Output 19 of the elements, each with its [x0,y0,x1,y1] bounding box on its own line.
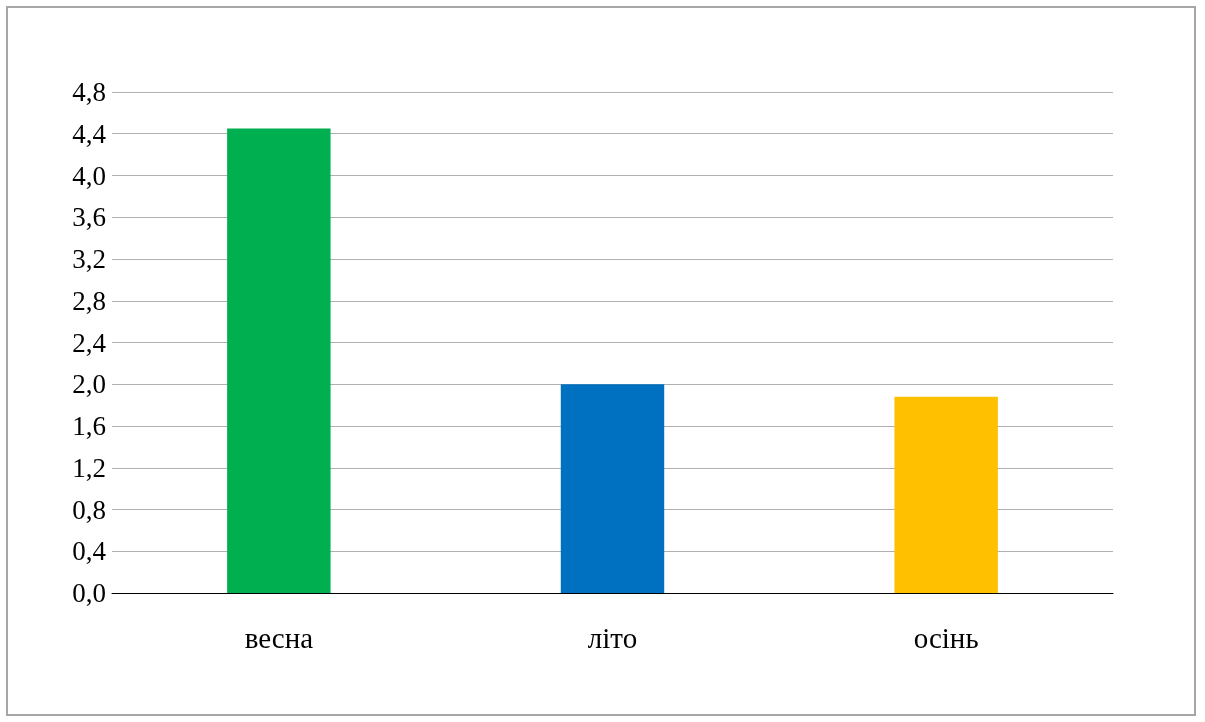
x-tick-label: осінь [913,621,979,654]
y-tick-label: 2,8 [72,285,106,316]
y-tick-label: 1,6 [72,411,106,441]
y-tick-label: 2,4 [72,327,107,358]
y-tick-label: 1,2 [72,452,106,483]
x-tick-label: літо [587,621,638,654]
x-tick-label: весна [244,621,314,654]
bar [560,384,665,593]
bar [894,396,998,593]
y-tick-label: 4,4 [72,118,107,149]
y-tick-label: 0,4 [72,536,107,567]
y-tick-label: 4,0 [72,160,106,191]
y-tick-label: 2,0 [72,369,106,400]
y-tick-label: 3,2 [72,244,106,274]
y-tick-label: 0,0 [72,578,106,608]
bar [227,128,331,593]
y-tick-label: 0,8 [72,494,106,525]
y-tick-label: 3,6 [72,202,106,233]
y-tick-label: 4,8 [72,77,106,107]
